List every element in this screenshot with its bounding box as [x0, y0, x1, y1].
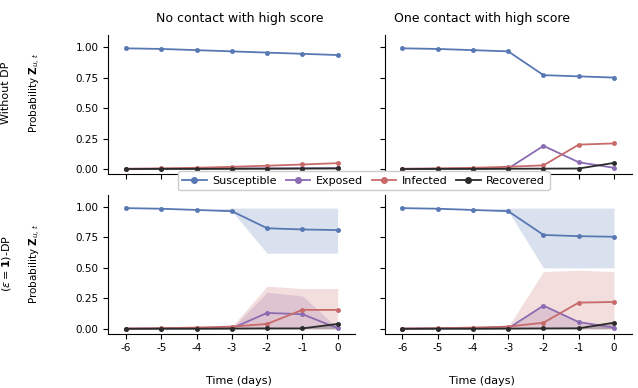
Text: $(\varepsilon = \mathbf{1})$-DP: $(\varepsilon = \mathbf{1})$-DP: [0, 235, 13, 293]
Text: Probability $\mathbf{Z}_{u,\,t}$: Probability $\mathbf{Z}_{u,\,t}$: [27, 223, 43, 304]
Text: Time (days): Time (days): [206, 376, 272, 386]
Text: No contact with high score: No contact with high score: [156, 12, 323, 25]
Text: Time (days): Time (days): [449, 376, 515, 386]
Legend: Susceptible, Exposed, Infected, Recovered: Susceptible, Exposed, Infected, Recovere…: [178, 171, 549, 191]
Text: Without DP: Without DP: [1, 62, 11, 124]
Text: Probability $\mathbf{Z}_{u,\,t}$: Probability $\mathbf{Z}_{u,\,t}$: [27, 53, 43, 133]
Text: One contact with high score: One contact with high score: [394, 12, 570, 25]
